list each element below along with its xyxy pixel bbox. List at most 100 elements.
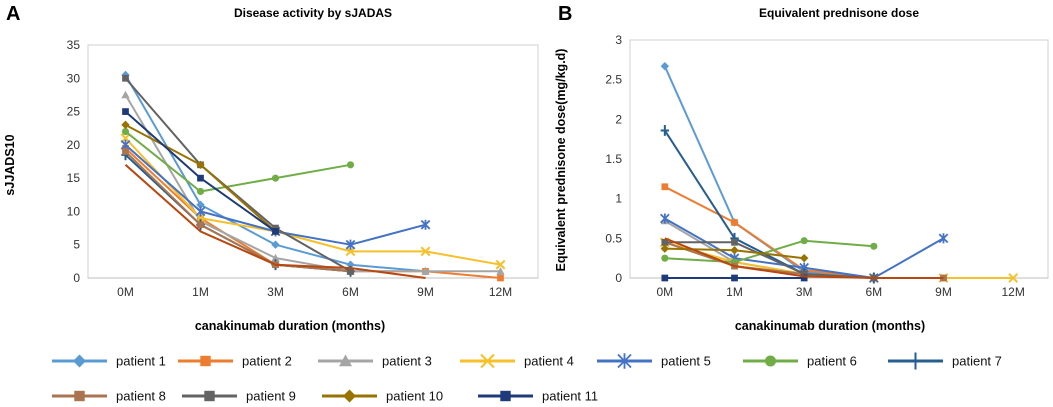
panel-b-point-patient-7-0m [660, 124, 670, 136]
panel-b-point-patient-2-1m [731, 219, 738, 226]
panel-a-point-patient-1-1m [196, 200, 205, 209]
panel-b-point-patient-5-9m [938, 233, 949, 244]
panel-a-line-patient-8 [124, 150, 351, 273]
legend-marker-patient-6 [764, 355, 777, 367]
legend-item-patient-8: patient 8 [52, 389, 166, 404]
panel-a-point-patient-6-3m [271, 174, 280, 182]
panel-b-series-patient-5 [659, 213, 949, 284]
panel-a-point-patient-8-0m [122, 148, 129, 155]
legend-item-patient-4: patient 4 [460, 354, 574, 369]
panel-a: Disease activity by sJADAS 0 5 10 15 20 25 30 35… [3, 6, 539, 333]
panel-b-x-tick-1m: 1M [726, 285, 743, 299]
panel-a-x-tick-6m: 6M [342, 285, 359, 299]
panel-b-point-patient-10-1m [730, 246, 739, 255]
panel-a-line-patient-7 [124, 154, 351, 273]
panel-a-line-patient-9 [124, 77, 351, 273]
panel-b-point-patient-1-0m [660, 61, 670, 71]
panel-a-y-tick-35: 35 [67, 38, 81, 52]
panel-a-x-tick-12m: 12M [489, 285, 512, 299]
legend-label-patient-1: patient 1 [116, 354, 166, 369]
legend: patient 1 patient 2 patient 3 patient 4 pati… [52, 352, 1002, 404]
panel-a-line-patient-12 [124, 164, 426, 279]
panel-b-point-patient-9-1m [731, 238, 738, 246]
panel-a-point-patient-3-3m [271, 253, 280, 262]
legend-item-patient-2: patient 2 [178, 354, 292, 369]
panel-b-x-axis-title: canakinumab duration (months) [735, 319, 925, 333]
panel-b-x-tick-3m: 3M [796, 285, 813, 299]
panel-b-x-tick-9m: 9M [935, 285, 952, 299]
panel-a-plot-frame [87, 44, 539, 279]
panel-a-point-patient-8-1m [197, 221, 204, 229]
panel-b-y-tick-0: 0 [615, 271, 622, 285]
panel-a-y-axis-title: sJJADS10 [3, 134, 17, 195]
legend-label-patient-3: patient 3 [382, 354, 432, 369]
legend-label-patient-5: patient 5 [661, 354, 711, 369]
panel-a-x-tick-1m: 1M [192, 285, 209, 299]
legend-marker-patient-2 [200, 355, 211, 367]
panel-b-y-axis-title: Equivalent prednisone dose(mg/kg.d) [554, 49, 568, 272]
panel-a-line-patient-4 [124, 137, 501, 266]
panel-b-letter: B [558, 3, 572, 25]
panel-a-series-patient-11 [122, 108, 279, 235]
panel-b-y-tick-3: 3 [615, 33, 622, 47]
panel-b-point-patient-11-0m [661, 274, 669, 282]
panel-b: Equivalent prednisone dose 0 0.5 1 1.5 2 2.5 3 0… [554, 6, 1049, 333]
panel-a-point-patient-6-1m [196, 187, 205, 196]
panel-a-point-patient-11-3m [272, 228, 279, 235]
legend-label-patient-7: patient 7 [952, 354, 1002, 369]
panel-a-y-tick-0: 0 [73, 271, 80, 285]
panel-a-point-patient-4-9m [420, 246, 431, 257]
panel-b-point-patient-4-12m [1008, 273, 1019, 283]
panel-a-x-tick-9m: 9M [417, 285, 434, 299]
panel-a-series-patient-12 [124, 164, 426, 279]
panel-b-point-patient-10-0m [660, 244, 670, 253]
legend-item-patient-3: patient 3 [318, 354, 432, 369]
panel-a-point-patient-6-6m [346, 161, 355, 169]
legend-item-patient-11: patient 11 [478, 389, 598, 404]
panel-b-point-patient-9-0m [661, 238, 669, 246]
panel-b-x-tick-12m: 12M [1001, 285, 1024, 299]
panel-a-point-patient-9-6m [347, 267, 354, 275]
panel-a-line-patient-6 [124, 130, 351, 193]
panel-a-point-patient-3-9m [421, 267, 430, 275]
panel-a-title: Disease activity by sJADAS [234, 6, 392, 20]
legend-marker-patient-3 [339, 354, 352, 367]
panel-b-line-patient-9 [664, 241, 874, 279]
panel-a-y-tick-20: 20 [67, 138, 81, 152]
panel-a-point-patient-9-0m [122, 74, 129, 82]
panel-b-series-patient-11 [661, 274, 808, 282]
panel-b-point-patient-6-6m [870, 242, 878, 250]
panel-a-x-tick-0m: 0M [117, 285, 134, 299]
legend-marker-patient-5 [617, 353, 632, 369]
panel-b-point-patient-2-0m [661, 183, 669, 191]
legend-marker-patient-1 [73, 354, 86, 368]
panel-a-point-patient-5-9m [420, 219, 431, 230]
panel-b-point-patient-6-3m [800, 237, 808, 245]
panel-b-line-patient-6 [664, 239, 874, 264]
panel-a-point-patient-5-6m [345, 239, 356, 250]
panel-a-y-tick-15: 15 [67, 171, 81, 185]
legend-marker-patient-4 [480, 353, 495, 369]
panel-b-line-patient-12 [664, 237, 944, 279]
panel-b-y-tick-2: 2 [615, 112, 622, 126]
legend-label-patient-8: patient 8 [116, 389, 166, 404]
panel-b-y-tick-2-5: 2.5 [605, 73, 622, 87]
panel-a-point-patient-1-6m [346, 260, 355, 269]
legend-marker-patient-10 [343, 389, 356, 403]
panel-b-line-patient-7 [663, 129, 874, 279]
panel-a-point-patient-6-0m [121, 127, 130, 136]
legend-label-patient-10: patient 10 [386, 389, 443, 404]
legend-item-patient-1: patient 1 [52, 354, 166, 369]
legend-item-patient-6: patient 6 [743, 354, 857, 369]
panel-b-x-tick-6m: 6M [865, 285, 882, 299]
panel-a-x-axis-title: canakinumab duration (months) [195, 319, 385, 333]
legend-marker-patient-7 [909, 352, 922, 370]
panel-b-point-patient-11-1m [731, 274, 738, 282]
panel-a-point-patient-3-0m [121, 90, 130, 99]
panel-b-point-patient-5-0m [659, 213, 670, 224]
panel-a-point-patient-11-1m [197, 174, 204, 182]
legend-item-patient-7: patient 7 [888, 352, 1002, 370]
legend-item-patient-9: patient 9 [182, 389, 296, 404]
panel-a-letter: A [6, 3, 20, 25]
